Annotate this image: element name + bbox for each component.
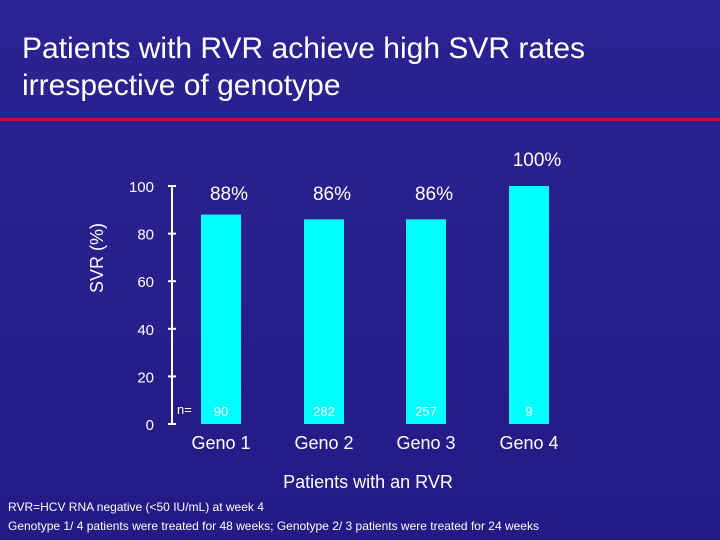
bar-geno-2	[304, 219, 344, 424]
data-label: 86%	[313, 184, 351, 205]
x-tick-label: Geno 1	[191, 433, 250, 453]
footnote-rvr-definition: RVR=HCV RNA negative (<50 IU/mL) at week…	[8, 500, 264, 514]
x-tick-label: Geno 4	[499, 433, 558, 453]
y-tick-label: 0	[146, 417, 154, 434]
data-label: 88%	[210, 184, 248, 205]
y-tick-label: 20	[137, 369, 154, 386]
data-label: 100%	[513, 150, 562, 171]
y-tick-label: 60	[137, 274, 154, 291]
data-label: 86%	[415, 184, 453, 205]
slide-title: Patients with RVR achieve high SVR rates…	[22, 32, 586, 102]
footnote-treatment-duration: Genotype 1/ 4 patients were treated for …	[8, 519, 539, 533]
bar-geno-4	[509, 186, 549, 424]
y-tick-label: 80	[137, 227, 154, 244]
y-axis-label: SVR (%)	[87, 223, 107, 293]
x-axis-label: Patients with an RVR	[283, 472, 453, 492]
n-value: 282	[313, 404, 335, 419]
n-prefix-label: n=	[177, 402, 192, 417]
bar-geno-3	[406, 219, 446, 424]
x-tick-label: Geno 2	[294, 433, 353, 453]
title-divider	[0, 118, 720, 121]
x-tick-label: Geno 3	[396, 433, 455, 453]
n-value: 90	[214, 404, 228, 419]
bar-geno-1	[201, 214, 241, 424]
y-tick-label: 100	[129, 179, 154, 196]
n-value: 257	[415, 404, 437, 419]
y-tick-label: 40	[137, 322, 154, 339]
n-value: 9	[525, 404, 532, 419]
